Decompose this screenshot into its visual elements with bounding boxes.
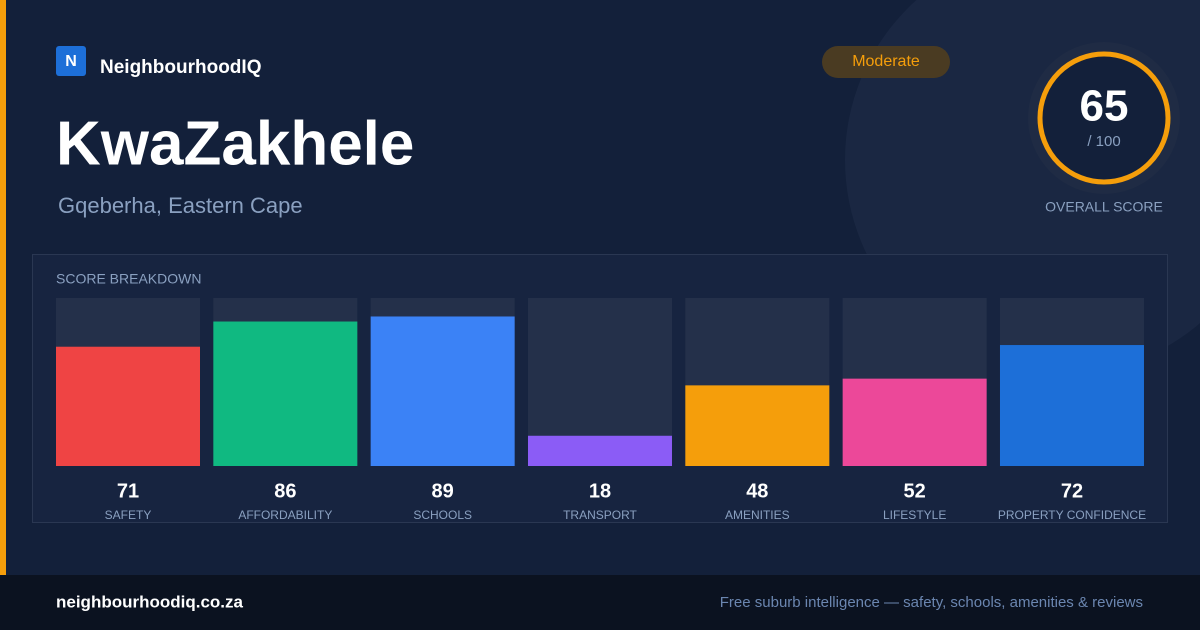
- footer-tagline: Free suburb intelligence — safety, schoo…: [720, 594, 1143, 611]
- category-label: LIFESTYLE: [883, 508, 946, 522]
- value-label: 48: [746, 480, 768, 502]
- footer-site: neighbourhoodiq.co.za: [56, 592, 244, 611]
- category-label: PROPERTY CONFIDENCE: [998, 508, 1146, 522]
- badge: [822, 46, 950, 78]
- value-label: 18: [589, 480, 611, 502]
- overall-score: 65: [1080, 82, 1129, 131]
- overall-out-of: / 100: [1087, 133, 1120, 150]
- category-label: SCHOOLS: [413, 508, 472, 522]
- value-label: 72: [1061, 480, 1083, 502]
- logo: [56, 46, 86, 76]
- bar: [56, 346, 200, 466]
- bar: [999, 345, 1144, 466]
- value-label: 86: [274, 480, 296, 502]
- bar: [842, 378, 987, 466]
- footer: [0, 575, 1200, 630]
- bar: [685, 385, 830, 466]
- value-label: 52: [904, 480, 926, 502]
- bar: [213, 321, 358, 466]
- breakdown-title: SCORE BREAKDOWN: [56, 271, 201, 287]
- suburb-name: KwaZakhele: [56, 109, 414, 178]
- logo-letter: N: [65, 53, 77, 70]
- score-ring: [1037, 51, 1171, 185]
- accent-strip: [0, 0, 6, 575]
- suburb-location: Gqeberha, Eastern Cape: [58, 193, 303, 218]
- category-label: SAFETY: [105, 508, 152, 522]
- category-label: AFFORDABILITY: [238, 508, 332, 522]
- brand: NeighbourhoodIQ: [100, 57, 261, 78]
- category-label: TRANSPORT: [563, 508, 637, 522]
- overall-label: OVERALL SCORE: [1045, 199, 1163, 215]
- value-label: 89: [432, 480, 454, 502]
- bar: [527, 435, 672, 466]
- category-label: AMENITIES: [725, 508, 790, 522]
- bar: [370, 316, 515, 466]
- badge-text: Moderate: [852, 53, 920, 70]
- value-label: 71: [117, 480, 139, 502]
